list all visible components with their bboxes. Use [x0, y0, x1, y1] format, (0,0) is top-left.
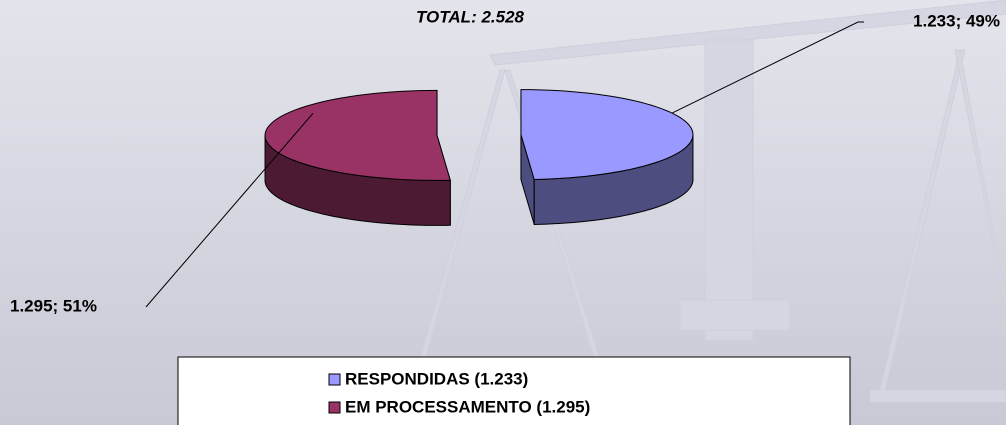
data-label: 1.295; 51% — [10, 296, 97, 315]
slice — [264, 89, 451, 181]
legend-label: EM PROCESSAMENTO (1.295) — [345, 397, 590, 416]
pie: 1.233; 49% 1.295; 51% — [10, 11, 1000, 315]
leader-line — [145, 112, 314, 308]
legend-box — [177, 356, 851, 425]
legend: RESPONDIDAS (1.233) EM PROCESSAMENTO (1.2… — [328, 369, 590, 416]
legend-swatch — [328, 373, 341, 386]
legend-label: RESPONDIDAS (1.233) — [345, 369, 528, 388]
slice — [520, 89, 694, 180]
legend-swatch — [328, 401, 341, 414]
scale-decoration — [419, 0, 1006, 403]
leader-line — [671, 21, 864, 114]
chart-title: TOTAL: 2.528 — [416, 7, 525, 26]
data-label: 1.233; 49% — [913, 11, 1000, 30]
